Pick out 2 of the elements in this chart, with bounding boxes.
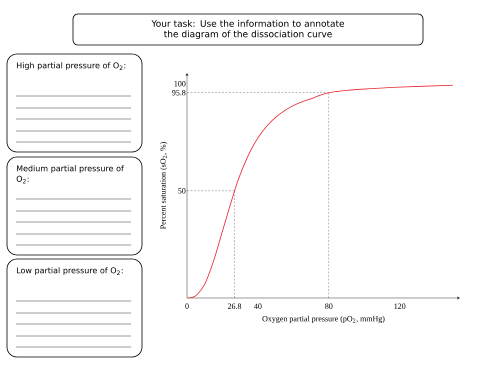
chart-title: Your task: Use the information to annotate the diagram of the dissociation curve <box>151 20 344 40</box>
line-series <box>186 84 454 298</box>
